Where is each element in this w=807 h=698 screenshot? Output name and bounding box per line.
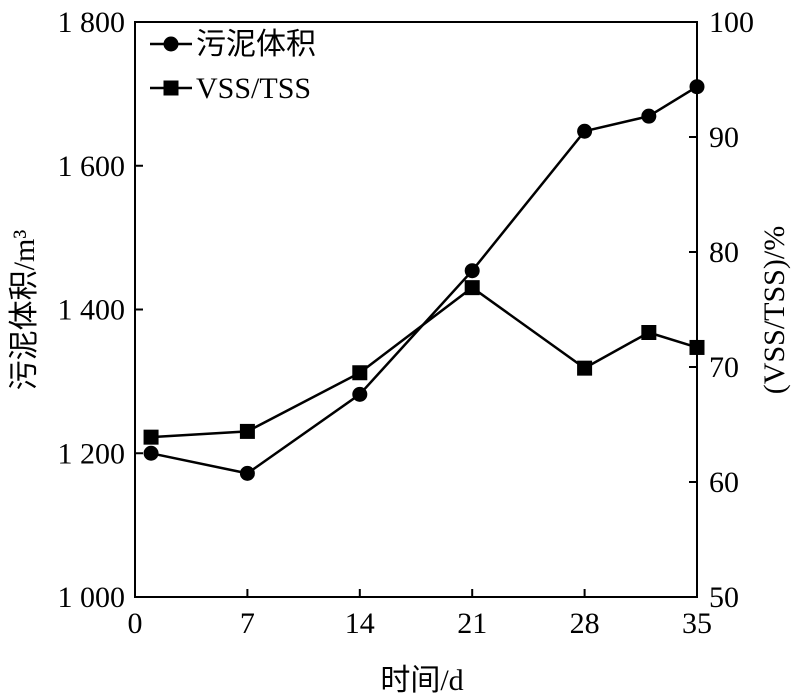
data-point-circle [577, 123, 593, 139]
series-line-0 [150, 85, 698, 475]
data-point-circle [352, 386, 368, 402]
y-right-tick-label: 100 [709, 6, 754, 39]
x-tick-label: 14 [345, 607, 375, 640]
y-axis-title-left: 污泥体积/m³ [8, 230, 41, 391]
data-point-circle [464, 263, 480, 279]
series-line-1 [151, 286, 698, 439]
y-left-tick-label: 1 000 [58, 581, 126, 614]
legend-label-1: VSS/TSS [196, 72, 311, 105]
legend-marker-circle [163, 36, 179, 52]
data-point-square [239, 423, 255, 439]
data-point-circle [239, 465, 255, 481]
y-left-tick-label: 1 400 [58, 294, 126, 327]
x-tick-label: 0 [128, 607, 143, 640]
y-left-tick-label: 1 600 [58, 150, 126, 183]
y-right-tick-label: 60 [709, 466, 739, 499]
data-point-square [143, 429, 159, 445]
x-tick-label: 28 [570, 607, 600, 640]
y-right-tick-label: 90 [709, 121, 739, 154]
legend: 污泥体积 VSS/TSS [150, 28, 316, 105]
x-tick-label: 35 [682, 607, 712, 640]
y-left-tick-label: 1 200 [58, 437, 126, 470]
legend-label-0: 污泥体积 [196, 28, 316, 61]
y-right-tick-label: 80 [709, 236, 739, 269]
y-axis-title-right: (VSS/TSS)/% [758, 226, 791, 394]
data-point-circle [641, 108, 657, 124]
legend-marker-square [163, 80, 179, 96]
axes: 0 7 14 21 28 35 1 000 1 200 1 400 1 600 1 800 50 60 7… [58, 6, 755, 640]
data-point-circle [143, 445, 159, 461]
x-axis-title: 时间/d [380, 664, 463, 697]
y-left-tick-label: 1 800 [58, 6, 126, 39]
x-tick-label: 21 [457, 607, 487, 640]
data-point-circle [689, 79, 705, 95]
data-point-square [352, 365, 368, 381]
y-right-tick-label: 70 [709, 351, 739, 384]
data-point-square [577, 360, 593, 376]
data-point-square [464, 280, 480, 296]
series-layer [143, 79, 705, 481]
y-right-tick-label: 50 [709, 581, 739, 614]
x-tick-label: 7 [240, 607, 255, 640]
plot-frame [134, 21, 698, 598]
data-point-square [641, 325, 657, 340]
data-point-square [689, 339, 705, 355]
